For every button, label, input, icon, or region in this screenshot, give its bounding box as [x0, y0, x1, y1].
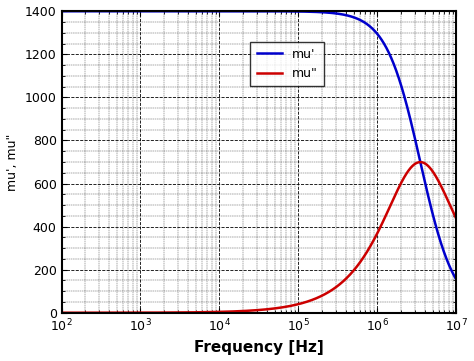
mu" — [227, 309, 233, 314]
mu" — [210, 310, 216, 314]
mu" — [418, 160, 423, 164]
mu' — [104, 9, 109, 13]
mu" — [454, 217, 459, 221]
mu' — [210, 9, 216, 13]
mu' — [227, 9, 233, 13]
Line: mu': mu' — [62, 11, 456, 280]
Legend: mu', mu": mu', mu" — [250, 42, 324, 86]
mu' — [403, 100, 409, 105]
mu" — [127, 310, 133, 315]
mu" — [403, 172, 409, 177]
mu" — [446, 200, 452, 204]
X-axis label: Frequency [Hz]: Frequency [Hz] — [194, 340, 324, 355]
Line: mu": mu" — [62, 162, 456, 313]
mu' — [127, 9, 133, 13]
Y-axis label: mu', mu": mu', mu" — [6, 133, 19, 191]
mu' — [59, 9, 64, 13]
mu' — [454, 278, 459, 282]
mu" — [104, 310, 109, 315]
mu" — [59, 310, 64, 315]
mu' — [446, 262, 451, 266]
